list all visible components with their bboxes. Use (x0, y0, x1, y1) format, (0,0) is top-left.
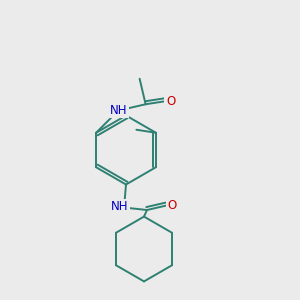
Text: NH: NH (111, 200, 129, 214)
Text: NH: NH (110, 104, 128, 117)
Text: O: O (167, 199, 176, 212)
Text: O: O (166, 95, 175, 108)
